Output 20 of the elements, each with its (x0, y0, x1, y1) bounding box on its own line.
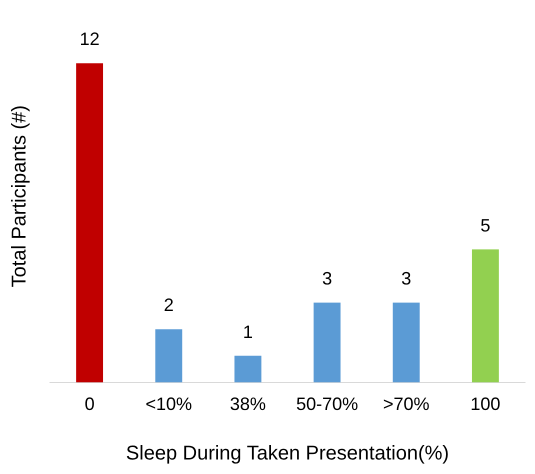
bar (392, 302, 420, 382)
data-label: 12 (80, 29, 100, 50)
x-tick-label: 0 (84, 394, 95, 414)
x-tick-label: <10% (145, 394, 192, 414)
y-axis-title: Total Participants (#) (8, 105, 31, 288)
bar (234, 356, 262, 382)
x-tick-label: 100 (470, 394, 500, 414)
data-label: 2 (164, 295, 174, 316)
x-axis-title: Sleep During Taken Presentation(%) (126, 442, 450, 465)
bar (155, 329, 182, 382)
data-label: 5 (480, 215, 490, 236)
x-tick-label: 50-70% (296, 394, 358, 414)
bar (472, 249, 499, 382)
bar (76, 63, 104, 382)
data-label: 1 (242, 322, 253, 342)
x-tick-label: 38% (230, 394, 266, 414)
bar (314, 302, 341, 382)
data-label: 3 (401, 268, 412, 289)
x-tick-label: >70% (382, 394, 430, 414)
data-label: 3 (322, 268, 332, 289)
